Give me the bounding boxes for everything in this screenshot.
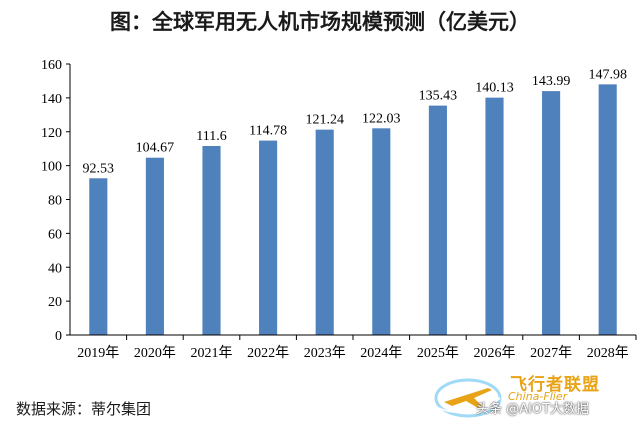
x-tick-label: 2028年 (587, 345, 629, 361)
plane-logo-icon (434, 378, 502, 418)
bar (89, 178, 108, 335)
data-label: 140.13 (475, 81, 514, 96)
y-tick-label: 0 (55, 329, 62, 344)
y-axis: 0 20 40 60 80 100 120 140 160 (41, 58, 71, 344)
y-tick-label: 80 (48, 194, 62, 209)
watermark: 飞行者联盟 China-Flier 头条 @AIOT大数据 (430, 368, 630, 422)
bar (485, 97, 504, 335)
y-tick-label: 140 (41, 92, 62, 107)
bar (598, 84, 617, 335)
x-tick-label: 2026年 (474, 345, 516, 361)
y-tick-label: 40 (48, 261, 62, 276)
watermark-brand-cn: 飞行者联盟 (510, 375, 600, 395)
data-label: 111.6 (196, 129, 226, 144)
source-note: 数据来源：蒂尔集团 (16, 400, 152, 418)
x-tick-label: 2022年 (247, 345, 289, 361)
bar (542, 91, 561, 335)
x-tick-label: 2023年 (304, 345, 346, 361)
bar (315, 129, 334, 335)
bar (259, 140, 278, 335)
y-tick-label: 20 (48, 295, 62, 310)
x-axis: 2019年 2020年 2021年 2022年 2023年 2024年 2025年 2026年… (70, 334, 637, 361)
x-tick-label: 2020年 (134, 345, 176, 361)
x-tick-label: 2019年 (77, 345, 119, 361)
y-tick-label: 160 (41, 58, 62, 73)
chart-title: 图：全球军用无人机市场规模预测（亿美元） (110, 10, 530, 34)
data-label: 92.53 (83, 161, 115, 176)
data-label: 121.24 (305, 113, 344, 128)
x-tick-label: 2024年 (360, 345, 402, 361)
data-label: 143.99 (532, 74, 571, 89)
bars (89, 84, 617, 335)
watermark-brand-en: China-Flier (508, 390, 568, 403)
y-tick-label: 60 (48, 227, 62, 242)
data-label: 122.03 (362, 111, 401, 126)
x-tick-label: 2025年 (417, 345, 459, 361)
bar (372, 128, 391, 335)
bar (428, 105, 447, 335)
data-label: 114.78 (249, 124, 287, 139)
bar (202, 145, 221, 335)
watermark-platform: 头条 @AIOT大数据 (476, 402, 590, 417)
data-label: 104.67 (136, 141, 175, 156)
x-tick-label: 2027年 (530, 345, 572, 361)
x-tick-label: 2021年 (191, 345, 233, 361)
y-tick-label: 100 (41, 160, 62, 175)
y-tick-label: 120 (41, 126, 62, 141)
data-label: 135.43 (419, 89, 458, 104)
bar (145, 157, 164, 335)
data-label: 147.98 (588, 67, 627, 82)
value-labels: 92.53 104.67 111.6 114.78 121.24 122.03 135.43… (83, 67, 627, 176)
